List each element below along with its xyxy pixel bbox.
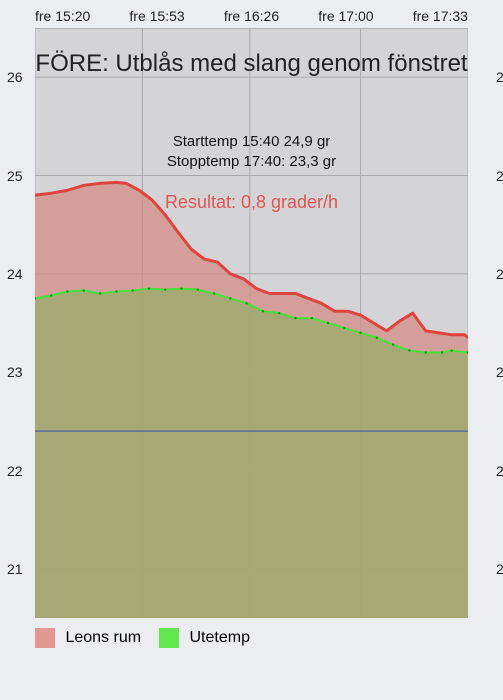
legend-item: Utetemp xyxy=(159,628,250,648)
subtitle-line: Stopptemp 17:40: 23,3 gr xyxy=(167,153,336,170)
legend: Leons rum Utetemp xyxy=(0,618,503,648)
legend-swatch xyxy=(35,628,55,648)
y-tick: 26 xyxy=(7,69,23,85)
y-tick: 23 xyxy=(7,364,23,380)
chart-area: 212223242526 212223242526 FÖRE: Utblås m… xyxy=(35,28,468,618)
y-tick: 26 xyxy=(496,69,503,85)
y-tick: 21 xyxy=(496,561,503,577)
legend-item: Leons rum xyxy=(35,628,141,648)
y-tick: 22 xyxy=(7,463,23,479)
y-tick: 25 xyxy=(7,168,23,184)
y-tick: 24 xyxy=(7,266,23,282)
y-tick: 21 xyxy=(7,561,23,577)
x-tick: fre 17:33 xyxy=(413,8,468,24)
x-tick: fre 17:00 xyxy=(318,8,373,24)
x-tick: fre 15:20 xyxy=(35,8,90,24)
y-tick: 22 xyxy=(496,463,503,479)
chart-title: FÖRE: Utblås med slang genom fönstret xyxy=(35,50,468,78)
legend-swatch xyxy=(159,628,179,648)
y-tick: 23 xyxy=(496,364,503,380)
legend-label: Leons rum xyxy=(65,629,141,646)
chart-svg xyxy=(35,28,468,618)
x-tick: fre 16:26 xyxy=(224,8,279,24)
subtitle-line: Starttemp 15:40 24,9 gr xyxy=(173,133,331,150)
x-tick: fre 15:53 xyxy=(129,8,184,24)
x-axis-labels: fre 15:20 fre 15:53 fre 16:26 fre 17:00 … xyxy=(0,0,503,28)
chart-result: Resultat: 0,8 grader/h xyxy=(35,192,468,213)
chart-subtitle: Starttemp 15:40 24,9 gr Stopptemp 17:40:… xyxy=(35,132,468,173)
y-tick: 24 xyxy=(496,266,503,282)
legend-label: Utetemp xyxy=(190,629,250,646)
y-tick: 25 xyxy=(496,168,503,184)
